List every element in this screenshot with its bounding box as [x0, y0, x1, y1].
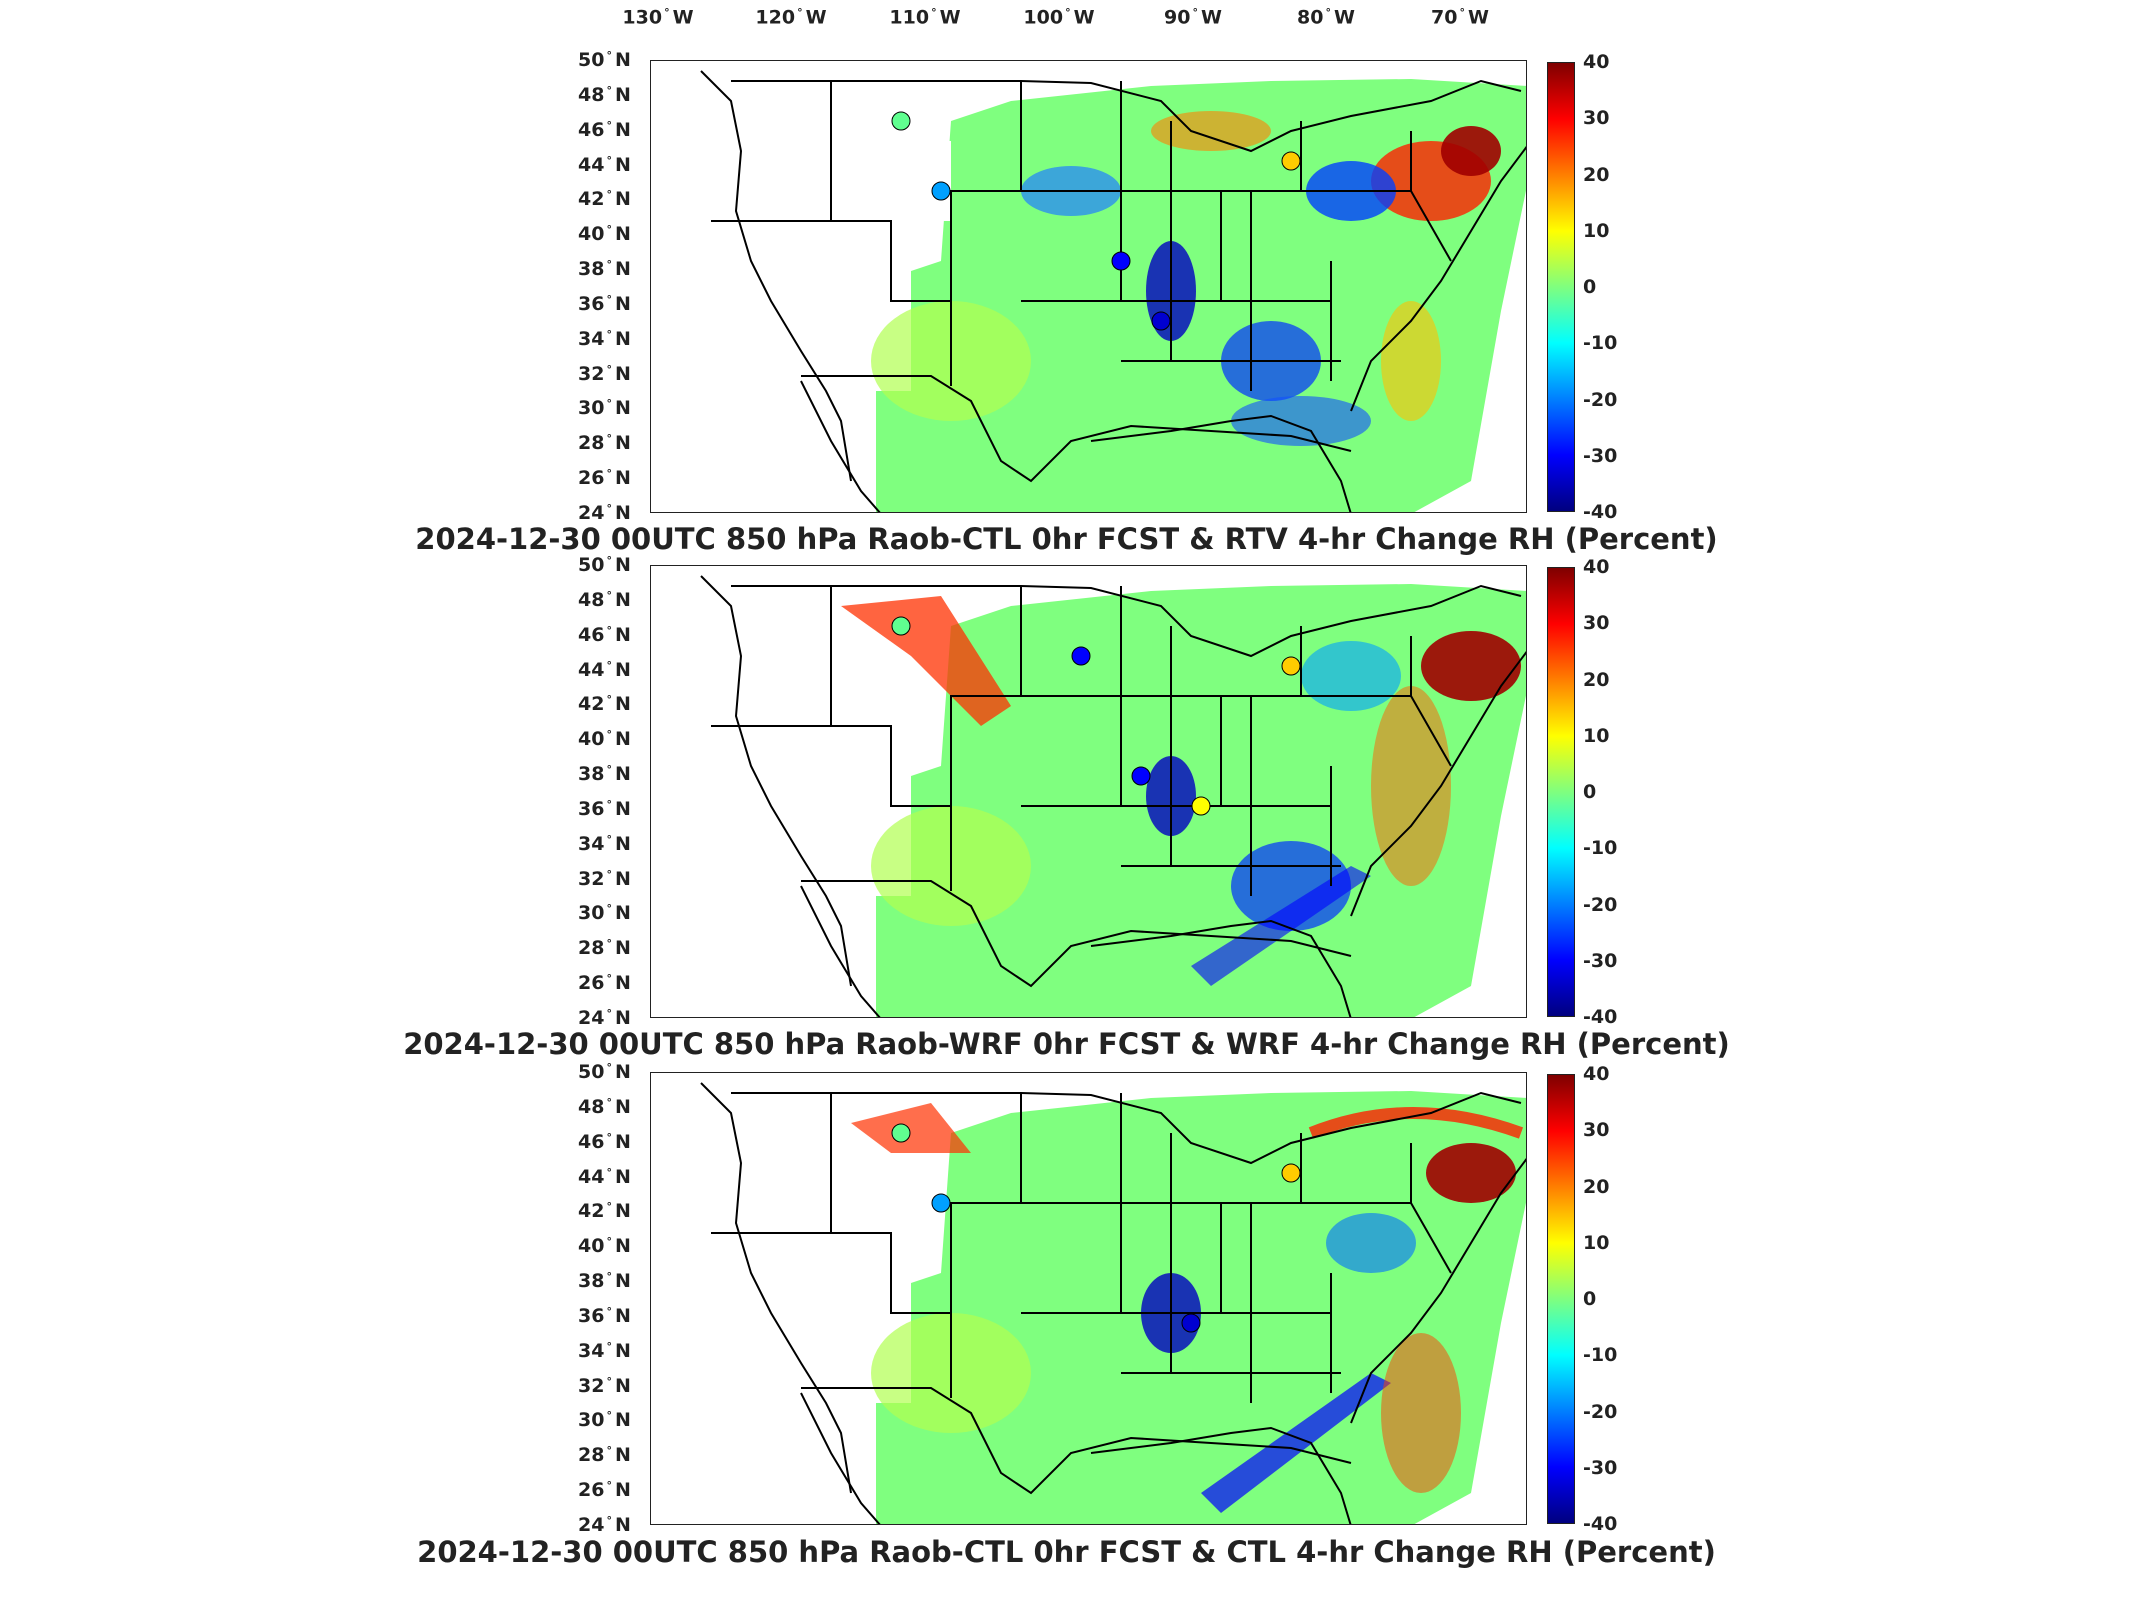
lat-label: 42 ° N: [578, 693, 631, 716]
lon-label: 80 ° W: [1297, 6, 1355, 29]
colorbar: [1547, 1074, 1575, 1524]
colorbar-tick: -10: [1583, 1344, 1618, 1367]
lat-label: 46 ° N: [578, 118, 631, 141]
lat-label: 48 ° N: [578, 83, 631, 107]
lat-label: 40 ° N: [578, 223, 631, 246]
lat-label: 32 ° N: [578, 867, 631, 890]
colorbar-tick: 40: [1583, 51, 1610, 73]
rh-change-map: [700, 575, 1526, 1017]
lat-label: 30 ° N: [578, 1409, 631, 1432]
lat-label: 24 ° N: [578, 1006, 631, 1030]
colorbar-tick: -10: [1583, 332, 1618, 355]
colorbar-tick: 0: [1583, 1288, 1597, 1310]
lat-label: 34 ° N: [578, 832, 631, 855]
colorbar-tick: 20: [1583, 1175, 1610, 1198]
map-frame: [650, 1072, 1527, 1525]
map-frame: [650, 60, 1527, 513]
colorbar-tick: -20: [1583, 1400, 1618, 1423]
colorbar-tick: -40: [1583, 1006, 1618, 1028]
lat-label: 42 ° N: [578, 188, 631, 211]
colorbar-tick: -10: [1583, 837, 1618, 860]
lon-label: 120 ° W: [755, 6, 827, 29]
lat-label: 26 ° N: [578, 971, 631, 995]
colorbar-tick: -20: [1583, 388, 1618, 411]
lon-label: 100 ° W: [1023, 6, 1095, 29]
colorbar-tick: 10: [1583, 219, 1610, 242]
panel-title: 2024-12-30 00UTC 850 hPa Raob-CTL 0hr FC…: [415, 522, 1718, 556]
lat-label: 40 ° N: [578, 728, 631, 751]
panel-title: 2024-12-30 00UTC 850 hPa Raob-WRF 0hr FC…: [403, 1027, 1730, 1061]
lat-label: 26 ° N: [578, 1478, 631, 1502]
rh-change-map: [700, 1082, 1526, 1524]
lat-label: 40 ° N: [578, 1235, 631, 1258]
lat-label: 32 ° N: [578, 362, 631, 385]
lon-label: 110 ° W: [889, 6, 961, 29]
lat-label: 38 ° N: [578, 257, 631, 281]
colorbar-tick: 0: [1583, 276, 1597, 298]
lat-label: 36 ° N: [578, 1304, 631, 1328]
panel-title: 2024-12-30 00UTC 850 hPa Raob-CTL 0hr FC…: [417, 1535, 1716, 1569]
colorbar-tick: -30: [1583, 949, 1618, 972]
colorbar-tick: 40: [1583, 1063, 1610, 1085]
lon-label: 70 ° W: [1431, 6, 1489, 29]
lat-label: 50 ° N: [578, 553, 631, 577]
colorbar-tick: 30: [1583, 107, 1610, 130]
colorbar: [1547, 567, 1575, 1017]
colorbar-tick: 30: [1583, 612, 1610, 635]
lat-label: 38 ° N: [578, 762, 631, 786]
rh-change-map: [700, 70, 1526, 512]
lat-label: 46 ° N: [578, 1130, 631, 1153]
lat-label: 24 ° N: [578, 501, 631, 525]
lat-label: 36 ° N: [578, 292, 631, 316]
lat-label: 44 ° N: [578, 658, 631, 681]
colorbar-tick: -20: [1583, 893, 1618, 916]
colorbar-tick: 0: [1583, 781, 1597, 803]
lat-label: 28 ° N: [578, 937, 631, 960]
lat-label: 44 ° N: [578, 1165, 631, 1188]
colorbar-tick: -40: [1583, 1513, 1618, 1535]
lat-label: 26 ° N: [578, 466, 631, 490]
colorbar-tick: 10: [1583, 724, 1610, 747]
lon-label: 130 ° W: [622, 6, 694, 29]
lat-label: 34 ° N: [578, 327, 631, 350]
colorbar-tick: 10: [1583, 1231, 1610, 1254]
lat-label: 50 ° N: [578, 1060, 631, 1084]
lat-label: 34 ° N: [578, 1339, 631, 1362]
colorbar-tick: 30: [1583, 1119, 1610, 1142]
lat-label: 32 ° N: [578, 1374, 631, 1397]
lat-label: 30 ° N: [578, 902, 631, 925]
lat-label: 38 ° N: [578, 1269, 631, 1293]
lat-label: 44 ° N: [578, 153, 631, 176]
lat-label: 42 ° N: [578, 1200, 631, 1223]
colorbar-tick: -30: [1583, 444, 1618, 467]
colorbar-tick: 20: [1583, 163, 1610, 186]
map-frame: [650, 565, 1527, 1018]
colorbar-tick: -40: [1583, 501, 1618, 523]
lat-label: 36 ° N: [578, 797, 631, 821]
lat-label: 48 ° N: [578, 588, 631, 612]
colorbar: [1547, 62, 1575, 512]
lat-label: 24 ° N: [578, 1513, 631, 1537]
lat-label: 46 ° N: [578, 623, 631, 646]
lon-label: 90 ° W: [1164, 6, 1222, 29]
lat-label: 48 ° N: [578, 1095, 631, 1119]
colorbar-tick: -30: [1583, 1456, 1618, 1479]
lat-label: 30 ° N: [578, 397, 631, 420]
colorbar-tick: 40: [1583, 556, 1610, 578]
lat-label: 50 ° N: [578, 48, 631, 72]
colorbar-tick: 20: [1583, 668, 1610, 691]
lat-label: 28 ° N: [578, 1444, 631, 1467]
lat-label: 28 ° N: [578, 432, 631, 455]
